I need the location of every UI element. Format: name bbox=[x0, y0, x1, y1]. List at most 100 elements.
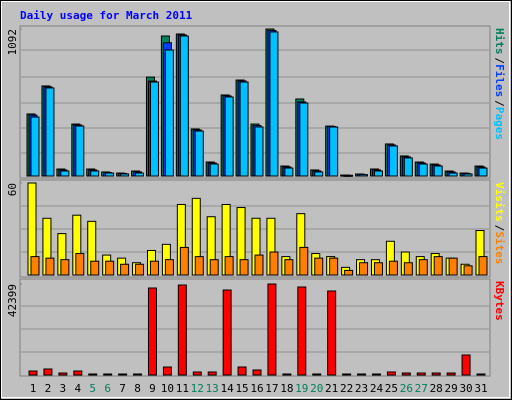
bar bbox=[224, 96, 234, 177]
x-tick-label: 3 bbox=[60, 382, 67, 395]
bar bbox=[133, 373, 143, 376]
bar bbox=[135, 172, 145, 177]
bar bbox=[386, 371, 396, 376]
y-tick-label: 1092 bbox=[6, 29, 19, 56]
bar bbox=[28, 370, 38, 376]
bar bbox=[120, 263, 130, 276]
bar bbox=[209, 163, 219, 177]
y-tick-label: 42399 bbox=[6, 284, 19, 317]
bar bbox=[282, 373, 292, 376]
legend-entry: KBytes bbox=[493, 281, 506, 321]
bar bbox=[43, 368, 53, 376]
panel bbox=[19, 278, 491, 377]
x-tick-label: 12 bbox=[191, 382, 204, 395]
bar bbox=[463, 265, 473, 276]
bar bbox=[60, 170, 70, 177]
x-tick-label: 21 bbox=[325, 382, 338, 395]
bar bbox=[88, 373, 98, 376]
legend-entry: Visits bbox=[493, 182, 506, 222]
bar bbox=[192, 371, 202, 376]
bar bbox=[207, 371, 217, 376]
bar bbox=[179, 246, 189, 276]
bar bbox=[299, 102, 309, 177]
x-tick-label: 5 bbox=[89, 382, 96, 395]
y-tick-label: 60 bbox=[6, 183, 19, 196]
x-tick-label: 27 bbox=[415, 382, 428, 395]
bar bbox=[209, 259, 219, 276]
bar bbox=[237, 366, 247, 376]
bar bbox=[254, 254, 264, 276]
bar bbox=[299, 246, 309, 276]
bar bbox=[401, 372, 411, 376]
bar bbox=[164, 259, 174, 276]
legend-separator: / bbox=[493, 225, 506, 232]
bar bbox=[105, 260, 115, 276]
bar bbox=[431, 372, 441, 376]
bar bbox=[297, 286, 307, 376]
bar bbox=[149, 81, 159, 177]
bar bbox=[222, 289, 232, 376]
legend: KBytes bbox=[493, 281, 506, 321]
x-tick-label: 19 bbox=[295, 382, 308, 395]
x-tick-label: 11 bbox=[176, 382, 189, 395]
bar bbox=[312, 373, 322, 376]
legend-entry: Hits bbox=[493, 28, 506, 55]
bar bbox=[327, 290, 337, 376]
bar bbox=[446, 372, 456, 376]
bar bbox=[329, 126, 339, 177]
x-tick-label: 22 bbox=[340, 382, 353, 395]
bar bbox=[45, 87, 55, 177]
bar bbox=[90, 170, 100, 177]
x-tick-label: 30 bbox=[459, 382, 472, 395]
x-tick-label: 2 bbox=[45, 382, 52, 395]
bar bbox=[269, 31, 279, 177]
bar bbox=[252, 369, 262, 376]
x-tick-label: 14 bbox=[221, 382, 235, 395]
x-tick-label: 4 bbox=[74, 382, 81, 395]
bar bbox=[448, 257, 458, 276]
bar bbox=[357, 373, 367, 376]
bar bbox=[388, 145, 398, 177]
bar bbox=[478, 167, 488, 177]
bar bbox=[239, 259, 249, 276]
x-tick-label: 7 bbox=[119, 382, 126, 395]
legend-entry: Pages bbox=[493, 107, 506, 140]
bar bbox=[120, 173, 130, 177]
bar bbox=[342, 373, 352, 376]
panel-bottom bbox=[19, 278, 491, 377]
bar bbox=[118, 373, 128, 376]
bar bbox=[30, 256, 40, 276]
bar bbox=[179, 35, 189, 177]
x-tick-label: 26 bbox=[400, 382, 413, 395]
x-tick-label: 16 bbox=[250, 382, 263, 395]
x-tick-label: 31 bbox=[474, 382, 487, 395]
x-tick-label: 17 bbox=[265, 382, 278, 395]
bar bbox=[388, 260, 398, 276]
bar bbox=[344, 269, 354, 276]
bar bbox=[73, 370, 83, 376]
panel-top bbox=[19, 25, 491, 179]
bar bbox=[344, 174, 354, 177]
bar bbox=[75, 125, 85, 177]
x-tick-label: 28 bbox=[430, 382, 443, 395]
legend: Visits /Sites bbox=[493, 182, 506, 265]
x-tick-label: 10 bbox=[161, 382, 174, 395]
x-tick-label: 20 bbox=[310, 382, 323, 395]
bar bbox=[105, 172, 115, 177]
bar bbox=[461, 354, 471, 376]
bar bbox=[177, 284, 187, 376]
bar bbox=[147, 287, 157, 376]
x-tick-label: 25 bbox=[385, 382, 398, 395]
x-tick-label: 1 bbox=[30, 382, 37, 395]
x-tick-label: 24 bbox=[370, 382, 384, 395]
bar bbox=[135, 263, 145, 276]
legend-separator: / bbox=[493, 100, 506, 107]
x-tick-label: 18 bbox=[280, 382, 293, 395]
bar bbox=[254, 126, 264, 177]
bar bbox=[284, 259, 294, 276]
bar bbox=[164, 49, 174, 177]
bar bbox=[416, 372, 426, 376]
